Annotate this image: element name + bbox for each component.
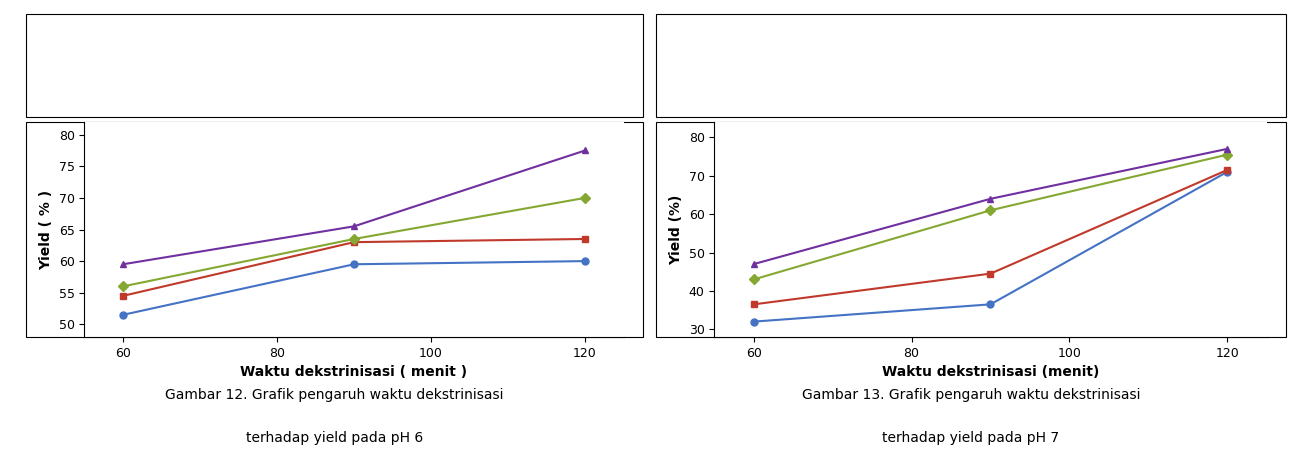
pH 7 - konsentrasi pati 14 % — [746, 301, 761, 307]
Y-axis label: Yield (%): Yield (%) — [669, 194, 683, 265]
pH 7 - konsentrasi pati 18 % — [1220, 146, 1235, 152]
pH 6 - konsentrasi pati 12 % — [116, 312, 131, 318]
pH 7 - konsentrasi pati 14 % — [982, 271, 998, 277]
pH 6 - konsentrasi pati 14 % — [577, 236, 592, 242]
pH 6 - konsentrasi pati 16 % — [577, 195, 592, 201]
Text: Gambar 13. Grafik pengaruh waktu dekstrinisasi: Gambar 13. Grafik pengaruh waktu dekstri… — [801, 388, 1141, 402]
Line: pH 7 - konsentrasi pati 18 %: pH 7 - konsentrasi pati 18 % — [751, 146, 1230, 268]
pH 6 - konsentrasi pati 12 % — [346, 262, 361, 267]
pH 6 - konsentrasi pati 18 % — [346, 224, 361, 229]
Line: pH 6 - konsentrasi pati 12 %: pH 6 - konsentrasi pati 12 % — [120, 258, 588, 318]
X-axis label: Waktu dekstrinisasi ( menit ): Waktu dekstrinisasi ( menit ) — [240, 365, 468, 379]
pH 7 - konsentrasi pati 12 % — [982, 301, 998, 307]
pH 7 - konsentrasi pati 16 % — [982, 207, 998, 213]
pH 7 - konsentrasi pati 12 % — [1220, 169, 1235, 175]
Line: pH 7 - konsentrasi pati 12 %: pH 7 - konsentrasi pati 12 % — [751, 168, 1230, 325]
pH 7 - konsentrasi pati 14 % — [1220, 167, 1235, 173]
pH 6 - konsentrasi pati 14 % — [116, 293, 131, 299]
Legend: pH 7 - konsentrasi pati 12 %, pH 7 - konsentrasi pati 14 %, pH 7 - konsentrasi p: pH 7 - konsentrasi pati 12 %, pH 7 - kon… — [757, 43, 1185, 89]
pH 6 - konsentrasi pati 12 % — [577, 258, 592, 264]
pH 7 - konsentrasi pati 16 % — [746, 277, 761, 282]
Y-axis label: Yield ( % ): Yield ( % ) — [39, 190, 53, 270]
pH 6 - konsentrasi pati 16 % — [346, 236, 361, 242]
Text: terhadap yield pada pH 7: terhadap yield pada pH 7 — [882, 431, 1060, 445]
pH 7 - konsentrasi pati 12 % — [746, 319, 761, 324]
pH 7 - konsentrasi pati 16 % — [1220, 152, 1235, 157]
Line: pH 7 - konsentrasi pati 14 %: pH 7 - konsentrasi pati 14 % — [751, 167, 1230, 308]
X-axis label: Waktu dekstrinisasi (menit): Waktu dekstrinisasi (menit) — [882, 365, 1099, 379]
Line: pH 7 - konsentrasi pati 16 %: pH 7 - konsentrasi pati 16 % — [751, 151, 1230, 283]
pH 6 - konsentrasi pati 18 % — [577, 148, 592, 154]
pH 7 - konsentrasi pati 18 % — [746, 261, 761, 267]
pH 6 - konsentrasi pati 14 % — [346, 239, 361, 245]
Text: Gambar 12. Grafik pengaruh waktu dekstrinisasi: Gambar 12. Grafik pengaruh waktu dekstri… — [165, 388, 504, 402]
Line: pH 6 - konsentrasi pati 18 %: pH 6 - konsentrasi pati 18 % — [120, 147, 588, 268]
Line: pH 6 - konsentrasi pati 14 %: pH 6 - konsentrasi pati 14 % — [120, 235, 588, 300]
pH 7 - konsentrasi pati 18 % — [982, 196, 998, 202]
Line: pH 6 - konsentrasi pati 16 %: pH 6 - konsentrasi pati 16 % — [120, 194, 588, 290]
pH 6 - konsentrasi pati 16 % — [116, 284, 131, 289]
Text: terhadap yield pada pH 6: terhadap yield pada pH 6 — [246, 431, 423, 445]
Legend: pH 6 - konsentrasi pati 12 %, pH 6 - konsentrasi pati 14 %, pH 6 - konsentrasi p: pH 6 - konsentrasi pati 12 %, pH 6 - kon… — [121, 43, 548, 89]
pH 6 - konsentrasi pati 18 % — [116, 262, 131, 267]
